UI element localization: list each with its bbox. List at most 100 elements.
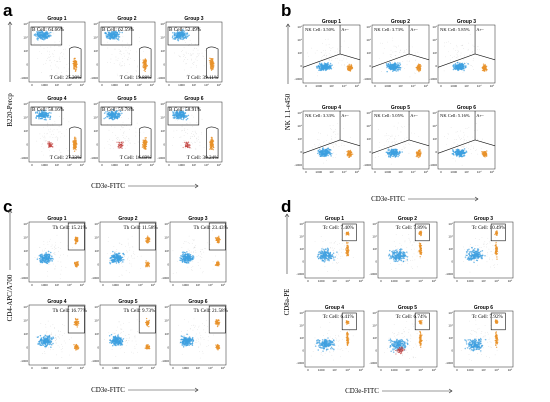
plot-title: Group 3 <box>457 19 476 25</box>
y-tick-label: 10⁵ <box>366 111 371 115</box>
event-dots <box>460 319 499 361</box>
x-tick-label: 0 <box>31 366 33 370</box>
x-tick-label: 10³ <box>481 279 485 283</box>
t-cell-gate-label: T Cell: 25.20% <box>50 75 82 81</box>
x-tick-label: 0 <box>456 279 458 283</box>
x-tick-label: 0 <box>380 279 382 283</box>
nk-cell-gate-label: NK Cell: 5.16% <box>440 113 470 118</box>
y-tick-label: 10⁴ <box>23 36 28 40</box>
y-tick-label: 0 <box>451 349 453 353</box>
x-tick-label: 10⁴ <box>411 170 416 174</box>
x-tick-label: 0 <box>102 366 104 370</box>
y-tick-label: 10⁴ <box>23 116 28 120</box>
y-tick-label: -1000 <box>363 77 371 81</box>
x-tick-label: 0 <box>31 163 33 167</box>
x-tick-label: 0 <box>172 283 174 287</box>
y-tick-label: 10⁴ <box>94 236 99 240</box>
y-tick-label: 10⁵ <box>448 311 453 315</box>
x-tick-label: 10⁴ <box>204 163 209 167</box>
y-tick-label: 10⁵ <box>448 222 453 226</box>
x-tick-label: 10⁵ <box>151 366 156 370</box>
y-tick-label: 10³ <box>449 247 453 251</box>
y-tick-label: -1000 <box>91 276 99 280</box>
x-tick-label: 1000 <box>450 84 457 88</box>
y-tick-label: -1000 <box>296 272 304 276</box>
x-tick-label: 10⁵ <box>424 84 429 88</box>
nk-cell-gate-label: NK Cell: 3.73% <box>374 27 404 32</box>
x-tick-label: 1000 <box>318 368 325 372</box>
tc-cell-gate-label: Tc Cell: 10.49% <box>472 225 506 231</box>
y-tick-label: 10⁵ <box>372 311 377 315</box>
x-tick-label: 0 <box>305 170 307 174</box>
x-tick-label: 1000 <box>41 83 48 87</box>
y-tick-label: 10³ <box>367 51 371 55</box>
x-axis-arrow <box>128 183 199 189</box>
y-tick-label: 10³ <box>24 129 28 133</box>
event-dots <box>172 230 221 275</box>
event-dots <box>441 123 488 166</box>
y-tick-label: 10⁴ <box>448 324 453 328</box>
y-tick-label: -1000 <box>363 163 371 167</box>
x-axis-arrow <box>382 388 453 394</box>
x-tick-label: 10⁵ <box>355 84 360 88</box>
plot-title: Group 1 <box>47 16 66 22</box>
th-cell-gate-label: Th Cell: 9.73% <box>124 308 157 314</box>
x-tick-label: 1000 <box>178 163 185 167</box>
x-tick-label: 10⁵ <box>432 279 437 283</box>
y-tick-label: 10⁵ <box>164 305 169 309</box>
x-tick-label: 10⁵ <box>217 83 222 87</box>
y-tick-label: -1000 <box>90 76 98 80</box>
quadrant-label: A+- <box>410 113 418 118</box>
y-tick-label: 0 <box>300 64 302 68</box>
panel-letter-a: a <box>3 1 13 20</box>
x-axis-label: CD3e-FITC <box>371 195 405 203</box>
x-tick-label: 1000 <box>450 170 457 174</box>
y-tick-label: 0 <box>163 63 165 67</box>
b-cell-gate-label: B Cell: 62.59% <box>102 27 135 33</box>
y-tick-label: 10⁴ <box>160 116 165 120</box>
event-dots <box>172 109 215 158</box>
x-tick-label: 0 <box>307 368 309 372</box>
quadrant-label: A+- <box>410 27 418 32</box>
plot-title: Group 4 <box>322 105 341 111</box>
nk-cell-gate-label: NK Cell: 3.50% <box>305 27 335 32</box>
y-tick-label: -1000 <box>445 272 453 276</box>
x-tick-label: 10³ <box>332 279 336 283</box>
x-tick-label: 0 <box>456 368 458 372</box>
x-tick-label: 10⁴ <box>494 279 499 283</box>
plot-title: Group 6 <box>188 299 207 305</box>
x-tick-label: 0 <box>374 84 376 88</box>
y-tick-label: -1000 <box>294 163 302 167</box>
x-tick-label: 10³ <box>55 366 59 370</box>
x-tick-label: 10⁵ <box>80 283 85 287</box>
y-tick-label: 10⁵ <box>164 222 169 226</box>
th-cell-gate-label: Th Cell: 15.21% <box>53 225 88 231</box>
plot-title: Group 6 <box>184 96 203 102</box>
x-tick-label: 10³ <box>405 368 409 372</box>
y-tick-label: 10³ <box>165 249 169 253</box>
x-tick-label: 1000 <box>178 83 185 87</box>
y-tick-label: 10⁵ <box>432 25 437 29</box>
x-tick-label: 10⁴ <box>208 283 213 287</box>
y-tick-label: 10³ <box>165 332 169 336</box>
y-tick-label: 10³ <box>24 249 28 253</box>
event-dots <box>307 38 354 77</box>
b-cell-gate-label: B Cell: 58.16% <box>32 107 65 113</box>
y-tick-label: 10⁵ <box>366 25 371 29</box>
y-tick-label: 10³ <box>24 332 28 336</box>
x-tick-label: 10⁵ <box>151 283 156 287</box>
b-cell-gate-label: B Cell: 64.66% <box>32 27 65 33</box>
b-cell-gate-label: B Cell: 52.49% <box>169 27 202 33</box>
y-tick-label: 10⁵ <box>372 222 377 226</box>
panel-letter-d: d <box>281 197 291 216</box>
y-tick-label: 10⁴ <box>432 124 437 128</box>
plot-title: Group 5 <box>391 105 410 111</box>
event-dots <box>106 235 151 277</box>
